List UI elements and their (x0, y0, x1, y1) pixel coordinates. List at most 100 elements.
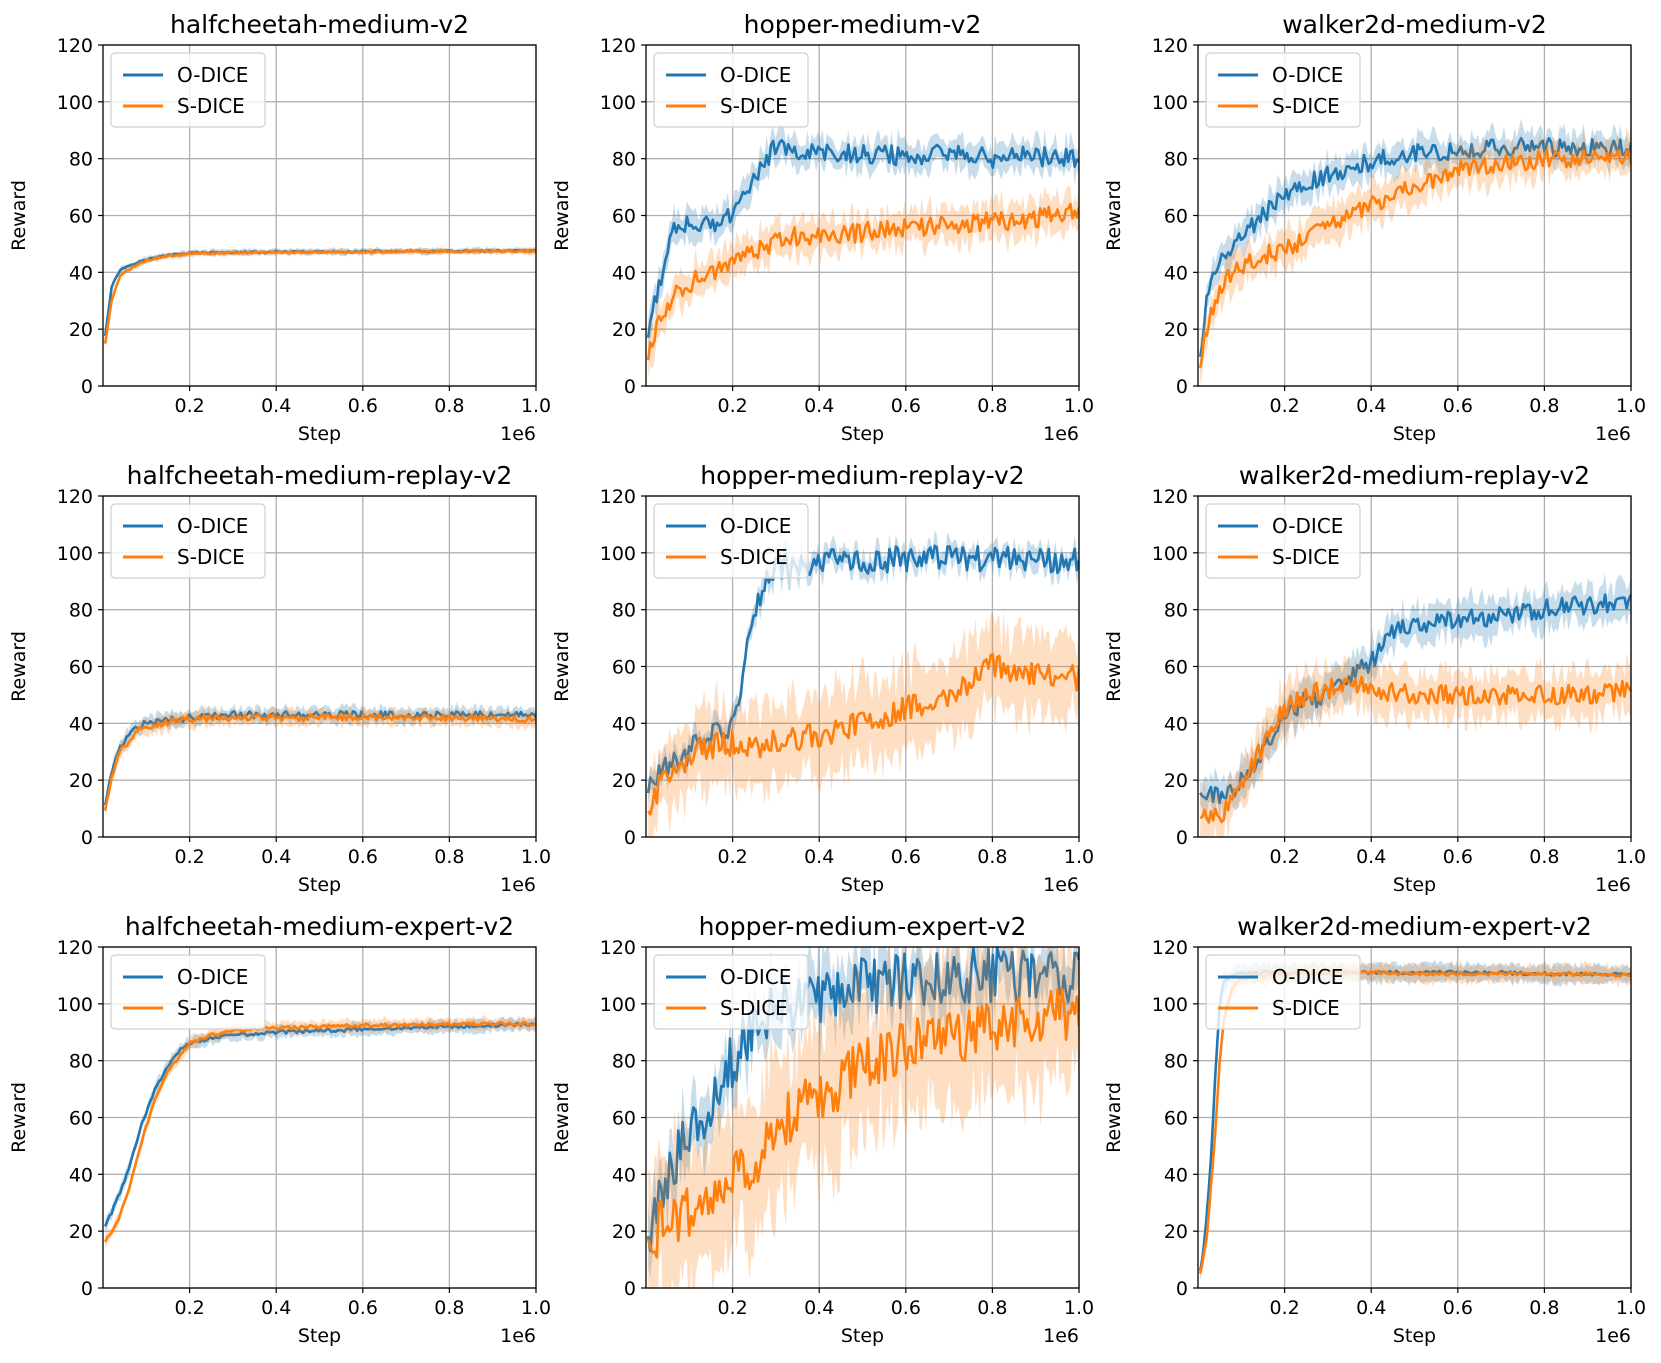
y-tick-label: 20 (612, 770, 636, 792)
y-tick-label: 80 (1164, 600, 1188, 622)
x-tick-label: 0.8 (434, 846, 464, 868)
y-tick-label: 100 (57, 92, 93, 114)
y-tick-label: 80 (612, 1051, 636, 1073)
legend-label: S-DICE (720, 545, 788, 569)
x-tick-label: 0.4 (261, 846, 291, 868)
series-line-o-dice (1199, 593, 1631, 805)
x-tick-label: 0.6 (891, 1297, 921, 1319)
y-tick-label: 40 (69, 713, 93, 735)
chart-panel: 0 20 40 60 80 100 120 0.2 0.4 0.6 0.8 1.0 hopper-med… (551, 912, 1094, 1347)
y-tick-label: 20 (1164, 319, 1188, 341)
series-line-s-dice (104, 1020, 536, 1243)
x-tick-label: 0.2 (174, 395, 204, 417)
x-axis-multiplier: 1e6 (500, 1325, 536, 1347)
y-tick-label: 0 (624, 376, 636, 398)
x-tick-label: 0.8 (434, 1297, 464, 1319)
x-tick-label: 1.0 (521, 846, 551, 868)
series-band-o-dice (1200, 118, 1631, 374)
legend-label: S-DICE (1272, 94, 1340, 118)
legend-label: O-DICE (720, 63, 791, 87)
series-band-s-dice (105, 704, 536, 817)
y-tick-label: 120 (600, 937, 636, 959)
y-tick-label: 120 (1152, 937, 1188, 959)
series-line-o-dice (1198, 136, 1631, 358)
y-axis-label: Reward (551, 180, 573, 251)
chart-title: walker2d-medium-v2 (1282, 10, 1547, 39)
x-axis-multiplier: 1e6 (1043, 874, 1079, 896)
legend-box (653, 954, 809, 1030)
y-tick-label: 40 (69, 1164, 93, 1186)
x-tick-label: 0.8 (977, 846, 1007, 868)
legend-label: O-DICE (177, 514, 248, 538)
legend-box (653, 52, 809, 128)
series-line-s-dice (647, 652, 1079, 816)
x-tick-label: 0.2 (1269, 1297, 1299, 1319)
plot-area (1198, 118, 1631, 385)
chart-title: walker2d-medium-expert-v2 (1237, 912, 1592, 941)
legend: O-DICE S-DICE (110, 52, 266, 128)
plot-area (103, 702, 536, 817)
legend-label: S-DICE (1272, 545, 1340, 569)
legend-label: O-DICE (1272, 514, 1343, 538)
chart-title: hopper-medium-expert-v2 (699, 912, 1027, 941)
x-tick-label: 0.6 (348, 395, 378, 417)
legend-label: O-DICE (177, 965, 248, 989)
y-tick-label: 0 (624, 827, 636, 849)
x-tick-label: 0.4 (804, 846, 834, 868)
series-line-s-dice (1198, 148, 1631, 369)
x-tick-label: 0.6 (348, 1297, 378, 1319)
legend: O-DICE S-DICE (653, 52, 809, 128)
y-tick-label: 100 (600, 92, 636, 114)
y-tick-label: 100 (1152, 543, 1188, 565)
series-band-s-dice (648, 611, 1079, 837)
legend: O-DICE S-DICE (653, 954, 809, 1030)
x-tick-label: 0.2 (1269, 395, 1299, 417)
x-axis-multiplier: 1e6 (1043, 1325, 1079, 1347)
series-band-o-dice (105, 246, 536, 338)
x-axis-label: Step (298, 1325, 341, 1347)
x-axis-label: Step (298, 874, 341, 896)
legend-box (653, 503, 809, 579)
series-band-s-dice (648, 185, 1079, 380)
series-line-o-dice (646, 947, 1079, 1253)
y-tick-label: 80 (69, 600, 93, 622)
legend: O-DICE S-DICE (110, 954, 266, 1030)
legend-label: S-DICE (1272, 996, 1340, 1020)
y-tick-label: 40 (612, 713, 636, 735)
legend-box (110, 52, 266, 128)
chart-title: hopper-medium-replay-v2 (700, 461, 1024, 490)
x-tick-label: 1.0 (521, 1297, 551, 1319)
y-tick-label: 120 (600, 35, 636, 57)
y-tick-label: 60 (1164, 206, 1188, 228)
chart-panel: 0 20 40 60 80 100 120 0.2 0.4 0.6 0.8 1.0 hopper-med… (551, 10, 1094, 445)
chart-title: hopper-medium-v2 (744, 10, 982, 39)
y-tick-label: 60 (69, 206, 93, 228)
y-tick-label: 100 (57, 994, 93, 1016)
x-tick-label: 0.6 (1443, 395, 1473, 417)
x-tick-label: 1.0 (1616, 846, 1646, 868)
y-tick-label: 120 (1152, 35, 1188, 57)
x-axis-label: Step (1393, 423, 1436, 445)
x-tick-label: 0.2 (1269, 846, 1299, 868)
series-band-o-dice (1200, 572, 1631, 824)
y-tick-label: 120 (57, 486, 93, 508)
y-tick-label: 120 (600, 486, 636, 508)
y-tick-label: 0 (1176, 827, 1188, 849)
y-tick-label: 100 (57, 543, 93, 565)
legend: O-DICE S-DICE (1205, 954, 1361, 1030)
chart-panel: 0 20 40 60 80 100 120 0.2 0.4 0.6 0.8 1.0 walker2d-m… (1103, 912, 1646, 1347)
series-line-s-dice (103, 249, 536, 344)
y-tick-label: 100 (1152, 92, 1188, 114)
legend-label: S-DICE (177, 94, 245, 118)
x-tick-label: 0.6 (348, 846, 378, 868)
x-tick-label: 0.2 (717, 395, 747, 417)
y-tick-label: 20 (612, 319, 636, 341)
chart-panel: 0 20 40 60 80 100 120 0.2 0.4 0.6 0.8 1.0 walker2d-m… (1103, 461, 1646, 896)
x-tick-label: 1.0 (521, 395, 551, 417)
plot-area (103, 246, 536, 348)
x-axis-multiplier: 1e6 (1595, 423, 1631, 445)
y-tick-label: 80 (69, 149, 93, 171)
plot-area (646, 122, 1079, 380)
chart-panel: 0 20 40 60 80 100 120 0.2 0.4 0.6 0.8 1.0 hopper-med… (551, 461, 1094, 896)
y-tick-label: 80 (1164, 1051, 1188, 1073)
